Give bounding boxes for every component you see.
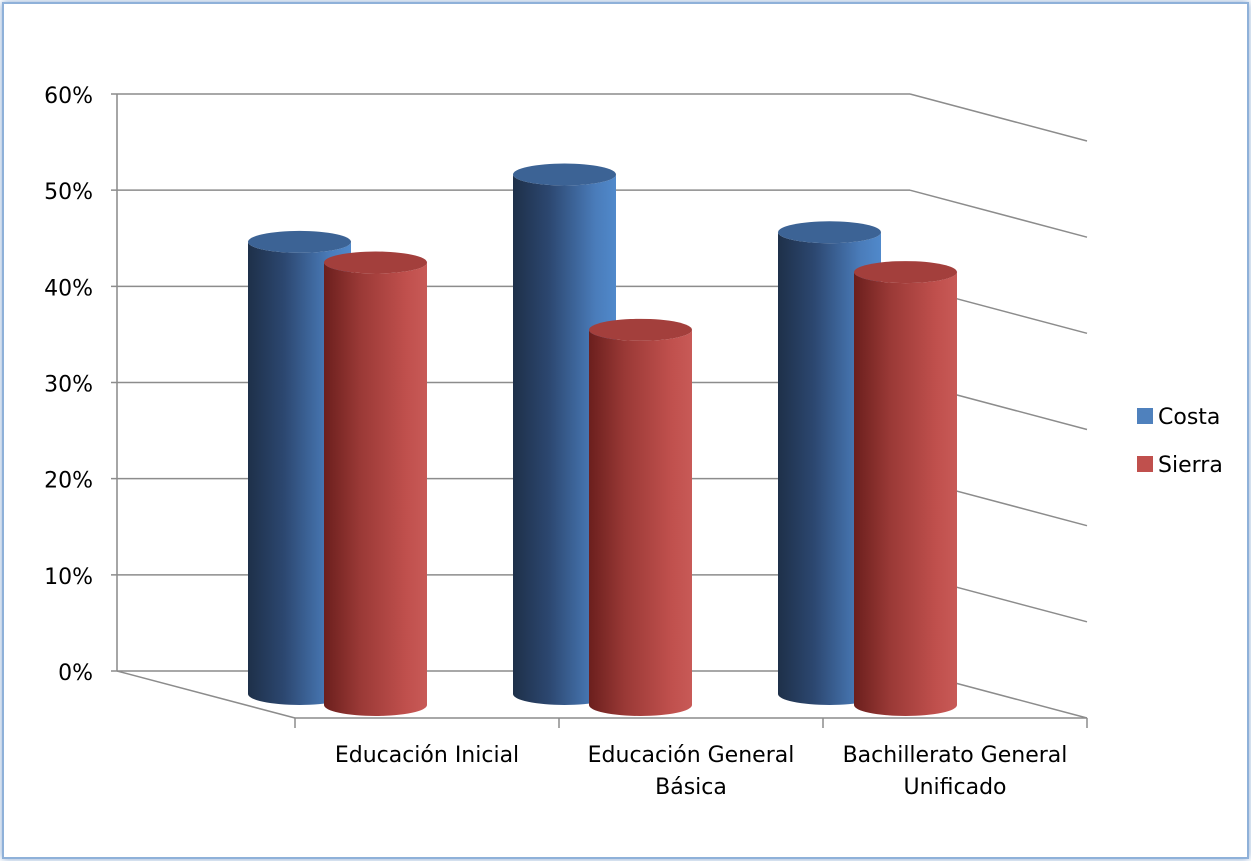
gridline-side xyxy=(909,189,1088,238)
legend-swatch-sierra xyxy=(1137,456,1153,472)
y-axis-tick-labels: 0% 10% 20% 30% 40% 50% 60% xyxy=(44,84,93,686)
bar-sierra-body xyxy=(589,329,692,716)
y-tick-label: 40% xyxy=(44,276,93,301)
y-tick-label: 20% xyxy=(44,469,93,494)
x-tick-label: Educación General xyxy=(588,743,795,768)
x-axis xyxy=(116,670,1088,728)
bar-sierra-body xyxy=(854,272,957,716)
y-tick-label: 0% xyxy=(58,661,93,686)
x-tick-label: Bachillerato General xyxy=(843,743,1068,768)
legend: Costa Sierra xyxy=(1137,405,1223,478)
legend-swatch-costa xyxy=(1137,408,1153,424)
x-tick-label: Básica xyxy=(655,775,727,800)
bars xyxy=(248,163,957,716)
legend-label-sierra: Sierra xyxy=(1158,453,1223,478)
bar-sierra-body xyxy=(324,262,427,716)
bar-costa-top xyxy=(248,230,351,253)
y-tick-label: 30% xyxy=(44,373,93,398)
bar-sierra-top xyxy=(324,251,427,274)
x-tick-label: Educación Inicial xyxy=(335,743,519,768)
bar-costa-top xyxy=(778,221,881,244)
y-tick-label: 50% xyxy=(44,180,93,205)
floor-left-edge xyxy=(116,670,296,719)
bar-sierra-top xyxy=(589,318,692,341)
bar-sierra-top xyxy=(854,261,957,284)
x-axis-tick-labels: Educación Inicial Educación General Básica… xyxy=(335,743,1068,800)
y-tick-label: 60% xyxy=(44,84,93,109)
bar-costa-top xyxy=(513,163,616,186)
gridline-side xyxy=(909,93,1088,142)
legend-label-costa: Costa xyxy=(1158,405,1220,430)
y-tick-label: 10% xyxy=(44,565,93,590)
x-tick-label: Unificado xyxy=(903,775,1006,800)
